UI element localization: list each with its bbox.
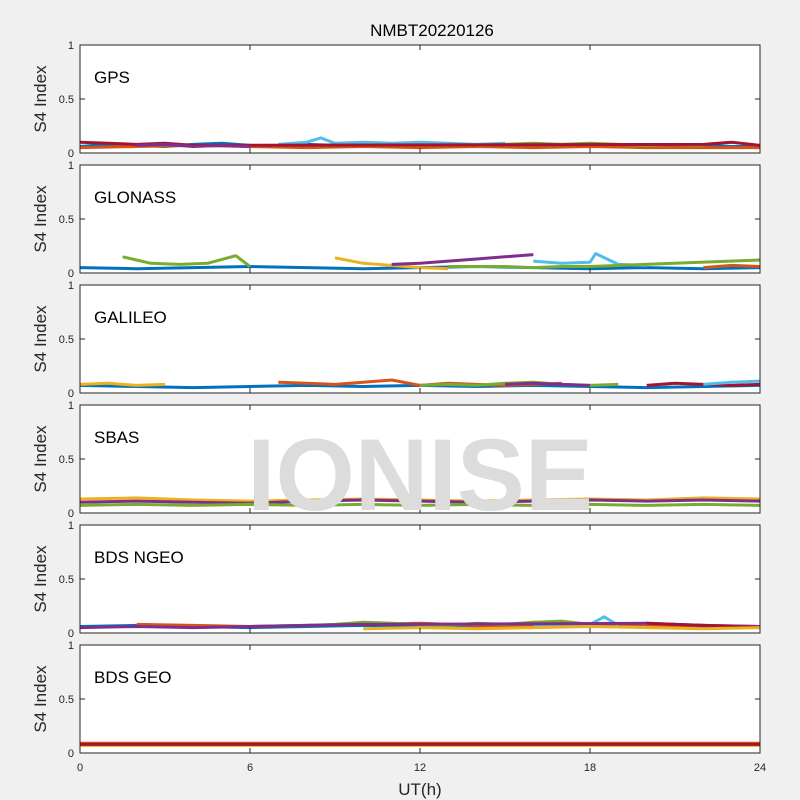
y-tick-label: 1 bbox=[68, 160, 74, 172]
y-tick-label: 0.5 bbox=[59, 94, 74, 106]
y-axis-label: S4 Index bbox=[31, 185, 50, 253]
series-line bbox=[122, 254, 251, 268]
y-tick-label: 0 bbox=[68, 148, 74, 160]
y-tick-label: 1 bbox=[68, 280, 74, 292]
y-axis-label: S4 Index bbox=[31, 65, 50, 133]
y-tick-label: 0.5 bbox=[59, 694, 74, 706]
y-axis-label: S4 Index bbox=[31, 425, 50, 493]
x-tick-label: 0 bbox=[77, 762, 83, 774]
y-tick-label: 1 bbox=[68, 640, 74, 652]
x-tick-label: 6 bbox=[247, 762, 253, 774]
series-line bbox=[391, 253, 534, 266]
y-tick-label: 1 bbox=[68, 400, 74, 412]
axes-panel bbox=[80, 165, 760, 273]
axes-panel bbox=[80, 45, 760, 153]
axes-panel bbox=[80, 285, 760, 393]
panel-label: SBAS bbox=[94, 428, 139, 447]
panels-group: 0 0.5 1 GPS S4 Index 0 0.5 1 GLONASS S4 Index 0 0.5… bbox=[31, 40, 766, 774]
x-tick-label: 18 bbox=[584, 762, 596, 774]
y-tick-label: 0 bbox=[68, 388, 74, 400]
y-tick-label: 0 bbox=[68, 508, 74, 520]
x-axis-label: UT(h) bbox=[398, 780, 441, 799]
y-tick-label: 1 bbox=[68, 520, 74, 532]
series-line bbox=[504, 381, 591, 387]
x-tick-label: 12 bbox=[414, 762, 426, 774]
watermark: IONISE bbox=[247, 418, 593, 532]
series-line bbox=[79, 502, 761, 507]
panel-label: GLONASS bbox=[94, 188, 176, 207]
chart-title: NMBT20220126 bbox=[370, 21, 494, 40]
y-tick-label: 0 bbox=[68, 268, 74, 280]
y-axis-label: S4 Index bbox=[31, 665, 50, 733]
series-line bbox=[79, 381, 166, 387]
axes-panel bbox=[80, 525, 760, 633]
y-tick-label: 0.5 bbox=[59, 574, 74, 586]
y-tick-label: 1 bbox=[68, 40, 74, 52]
panel-label: GALILEO bbox=[94, 308, 167, 327]
y-tick-label: 0.5 bbox=[59, 334, 74, 346]
panel-label: BDS NGEO bbox=[94, 548, 184, 567]
series-line bbox=[136, 142, 251, 148]
x-tick-label: 24 bbox=[754, 762, 766, 774]
series-line bbox=[703, 379, 761, 386]
y-tick-label: 0.5 bbox=[59, 214, 74, 226]
series-line bbox=[703, 263, 761, 270]
series-line bbox=[363, 625, 761, 631]
y-tick-label: 0.5 bbox=[59, 454, 74, 466]
y-axis-label: S4 Index bbox=[31, 305, 50, 373]
axes-panel bbox=[80, 645, 760, 753]
y-tick-label: 0 bbox=[68, 748, 74, 760]
y-axis-label: S4 Index bbox=[31, 545, 50, 613]
panel-label: GPS bbox=[94, 68, 130, 87]
series-line bbox=[79, 498, 761, 505]
panel-label: BDS GEO bbox=[94, 668, 171, 687]
axes-panel bbox=[80, 405, 760, 513]
series-line bbox=[448, 258, 761, 270]
series-line bbox=[334, 256, 449, 271]
y-tick-label: 0 bbox=[68, 628, 74, 640]
